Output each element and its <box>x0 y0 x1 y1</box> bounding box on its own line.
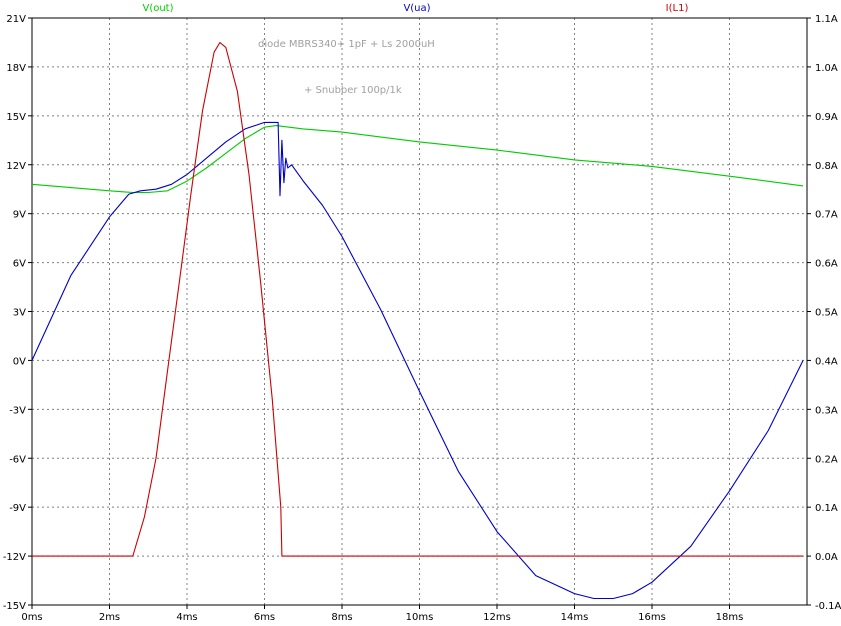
y-right-tick-label: 1.0A <box>815 63 838 74</box>
y-left-tick-label: 6V <box>13 259 26 270</box>
series-line-i-l1 <box>32 41 804 557</box>
y-right-tick-label: -0.1A <box>815 601 841 612</box>
series-lines <box>31 41 804 600</box>
y-right-tick-label: 0.7A <box>815 210 838 221</box>
y-right-tick-label: 0.9A <box>815 112 838 123</box>
y-left-tick-label: 18V <box>6 63 26 74</box>
legend-label: I(L1) <box>666 3 689 14</box>
x-tick-label: 8ms <box>331 612 352 623</box>
x-tick-label: 18ms <box>716 612 744 623</box>
annotation-text: diode MBRS340+ 1pF + Ls 2000uH <box>258 39 435 50</box>
y-right-tick-label: 0.3A <box>815 405 838 416</box>
y-right-tick-label: 0.0A <box>815 552 838 563</box>
x-tick-label: 0ms <box>21 612 42 623</box>
y-left-tick-label: -3V <box>9 405 26 416</box>
x-tick-label: 6ms <box>254 612 275 623</box>
y-left-tick-label: 15V <box>6 112 26 123</box>
y-right-tick-label: 0.1A <box>815 503 838 514</box>
annotation-text: + Snubber 100p/1k <box>304 85 402 96</box>
series-line-v-out <box>31 125 804 194</box>
y-right-tick-label: 1.1A <box>815 14 838 25</box>
y-right-tick-label: 0.6A <box>815 259 838 270</box>
y-right-tick-label: 0.4A <box>815 356 838 367</box>
annotations: diode MBRS340+ 1pF + Ls 2000uH + Snubber … <box>258 39 435 96</box>
y-left-tick-label: 9V <box>13 210 26 221</box>
x-tick-label: 4ms <box>176 612 197 623</box>
y-left-tick-label: -15V <box>3 601 26 612</box>
x-tick-label: 12ms <box>483 612 511 623</box>
y-left-tick-label: 3V <box>13 308 26 319</box>
legend: V(out) V(ua) I(L1) <box>142 3 688 14</box>
tick-labels: 0ms 2ms 4ms 6ms 8ms 10ms 12ms 14ms 16ms 18ms -15V -… <box>3 14 841 623</box>
y-right-tick-label: 0.2A <box>815 454 838 465</box>
y-left-tick-label: -9V <box>9 503 26 514</box>
y-left-tick-label: 21V <box>6 14 26 25</box>
legend-label: V(out) <box>142 3 173 14</box>
y-right-tick-label: 0.8A <box>815 161 838 172</box>
grid <box>32 18 807 605</box>
y-left-tick-label: -6V <box>9 454 26 465</box>
x-tick-label: 2ms <box>99 612 120 623</box>
y-right-tick-label: 0.5A <box>815 308 838 319</box>
y-left-tick-label: -12V <box>3 552 26 563</box>
x-tick-label: 14ms <box>561 612 589 623</box>
legend-label: V(ua) <box>403 3 430 14</box>
y-left-tick-label: 12V <box>6 161 26 172</box>
x-tick-label: 16ms <box>638 612 666 623</box>
series-line-v-ua <box>31 121 804 600</box>
x-tick-label: 10ms <box>406 612 434 623</box>
y-left-tick-label: 0V <box>13 356 26 367</box>
